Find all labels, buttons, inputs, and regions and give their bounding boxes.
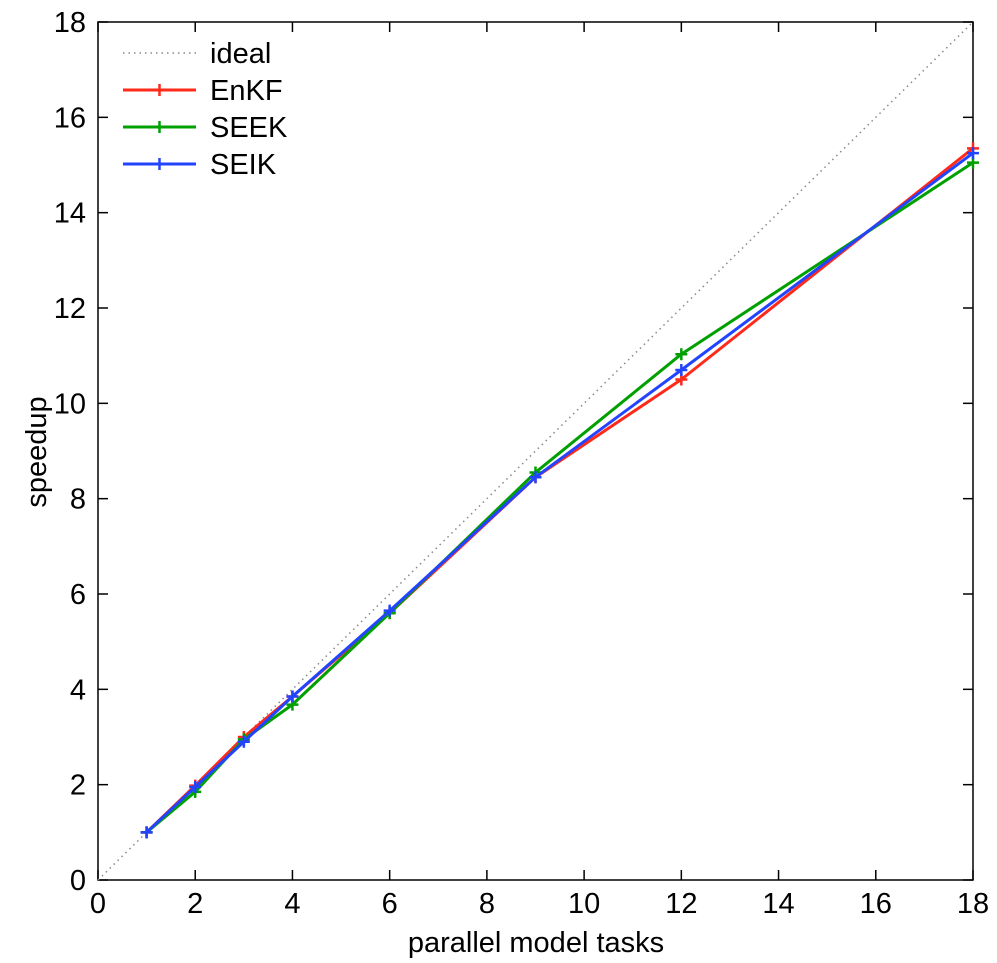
x-tick-label: 10 <box>568 888 600 920</box>
data-point-seik <box>286 690 299 703</box>
x-tick-label: 0 <box>90 888 106 920</box>
y-tick-label: 14 <box>54 198 86 230</box>
data-point-seik <box>189 781 202 794</box>
x-tick-label: 6 <box>382 888 398 920</box>
x-tick-label: 2 <box>187 888 203 920</box>
x-tick-label: 18 <box>957 888 989 920</box>
x-tick-label: 16 <box>860 888 892 920</box>
y-tick-label: 2 <box>70 770 86 802</box>
y-tick-label: 18 <box>54 7 86 39</box>
x-tick-label: 4 <box>284 888 300 920</box>
data-point-seik <box>383 604 396 617</box>
series-line-seek <box>145 161 974 834</box>
y-tick-label: 6 <box>70 579 86 611</box>
y-tick-label: 10 <box>54 388 86 420</box>
data-point-seik <box>140 826 153 839</box>
y-tick-label: 12 <box>54 293 86 325</box>
y-tick-labels: 0 2 4 6 8 10 12 14 16 18 <box>54 7 86 897</box>
legend-label-ideal: ideal <box>210 38 271 70</box>
y-axis-title: speedup <box>21 396 53 507</box>
series-line-enkf <box>145 147 974 834</box>
legend-marker-enkf <box>153 84 166 96</box>
plot-area <box>97 21 979 881</box>
legend-marker-seek <box>153 121 166 133</box>
legend-label-seek: SEEK <box>210 112 288 144</box>
legend-marker-seik <box>153 158 166 170</box>
data-point-seek <box>675 348 688 361</box>
x-tick-label: 14 <box>762 888 794 920</box>
x-tick-label: 12 <box>665 888 697 920</box>
data-point-seik <box>675 363 688 376</box>
y-tick-label: 0 <box>70 865 86 897</box>
x-tick-label: 8 <box>479 888 495 920</box>
data-point-seik <box>529 471 542 484</box>
data-point-seik <box>237 735 250 748</box>
x-tick-labels: 0 2 4 6 8 10 12 14 16 18 <box>90 888 989 920</box>
y-tick-label: 16 <box>54 102 86 134</box>
series-layer <box>97 21 979 881</box>
x-axis-title: parallel model tasks <box>408 927 664 959</box>
legend-label-enkf: EnKF <box>210 75 283 107</box>
data-point-seik <box>967 147 979 160</box>
legend: ideal EnKF SEEK SEIK <box>123 38 288 181</box>
y-tick-label: 8 <box>70 484 86 516</box>
series-line-seik <box>145 151 974 834</box>
y-tick-label: 4 <box>70 674 86 706</box>
axes-frame <box>97 21 974 881</box>
legend-label-seik: SEIK <box>210 149 277 181</box>
axis-ticks <box>97 21 974 881</box>
